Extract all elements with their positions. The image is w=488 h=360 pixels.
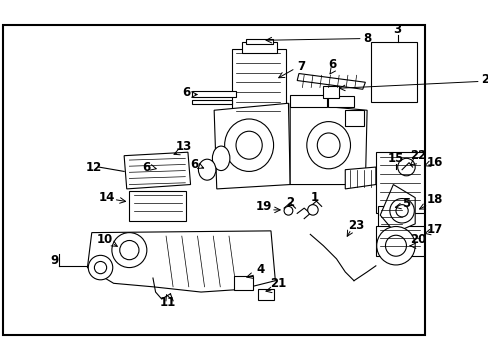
Bar	[242, 42, 277, 53]
Bar	[371, 42, 416, 102]
Bar	[377, 206, 405, 231]
Bar	[323, 86, 339, 98]
Text: 21: 21	[480, 73, 488, 86]
Text: 22: 22	[409, 149, 425, 162]
Bar	[257, 289, 273, 300]
Text: 11: 11	[160, 296, 176, 309]
Text: 18: 18	[426, 193, 443, 206]
Ellipse shape	[112, 233, 146, 267]
Ellipse shape	[198, 159, 216, 180]
Text: 19: 19	[255, 200, 272, 213]
Bar	[375, 226, 423, 256]
Ellipse shape	[376, 226, 414, 265]
Polygon shape	[345, 167, 375, 189]
Ellipse shape	[284, 206, 292, 215]
Bar	[375, 152, 423, 213]
Text: 5: 5	[402, 197, 410, 210]
Ellipse shape	[236, 131, 262, 159]
Polygon shape	[87, 231, 275, 292]
Ellipse shape	[88, 255, 113, 280]
Text: 20: 20	[409, 233, 425, 246]
Text: 6: 6	[142, 161, 151, 174]
Bar	[234, 276, 253, 290]
Text: 2: 2	[285, 197, 294, 210]
Ellipse shape	[306, 122, 350, 169]
Polygon shape	[289, 103, 366, 185]
Ellipse shape	[120, 240, 139, 260]
Ellipse shape	[389, 198, 413, 223]
Ellipse shape	[317, 133, 339, 157]
Polygon shape	[380, 185, 414, 233]
Text: 16: 16	[426, 156, 443, 169]
Polygon shape	[124, 152, 190, 189]
Ellipse shape	[224, 119, 273, 171]
Bar	[192, 100, 231, 104]
Text: 21: 21	[269, 277, 285, 290]
Ellipse shape	[397, 158, 414, 176]
Ellipse shape	[212, 146, 229, 171]
Text: 12: 12	[85, 161, 102, 174]
Ellipse shape	[307, 204, 318, 215]
Ellipse shape	[395, 204, 407, 217]
Ellipse shape	[385, 235, 406, 256]
Text: 13: 13	[175, 140, 191, 153]
Text: 15: 15	[387, 152, 403, 165]
Text: 6: 6	[189, 158, 198, 171]
Bar	[231, 49, 285, 128]
Ellipse shape	[94, 261, 106, 274]
Ellipse shape	[149, 157, 170, 182]
Polygon shape	[214, 103, 289, 189]
Text: 17: 17	[427, 224, 443, 237]
Text: 6: 6	[327, 58, 336, 71]
Bar	[289, 95, 326, 107]
Text: 1: 1	[310, 191, 318, 204]
Text: 6: 6	[182, 86, 190, 99]
Text: 10: 10	[97, 233, 113, 246]
Bar	[345, 110, 364, 126]
Text: 7: 7	[297, 60, 305, 73]
Text: 8: 8	[362, 32, 370, 45]
Text: 3: 3	[393, 23, 401, 36]
Text: 23: 23	[348, 219, 364, 232]
Bar	[327, 96, 353, 107]
Bar	[129, 191, 186, 221]
Bar	[192, 91, 236, 97]
Bar	[246, 39, 272, 44]
Polygon shape	[297, 73, 365, 89]
Text: 14: 14	[98, 191, 115, 204]
Text: 4: 4	[256, 263, 264, 276]
Text: 9: 9	[50, 254, 58, 267]
